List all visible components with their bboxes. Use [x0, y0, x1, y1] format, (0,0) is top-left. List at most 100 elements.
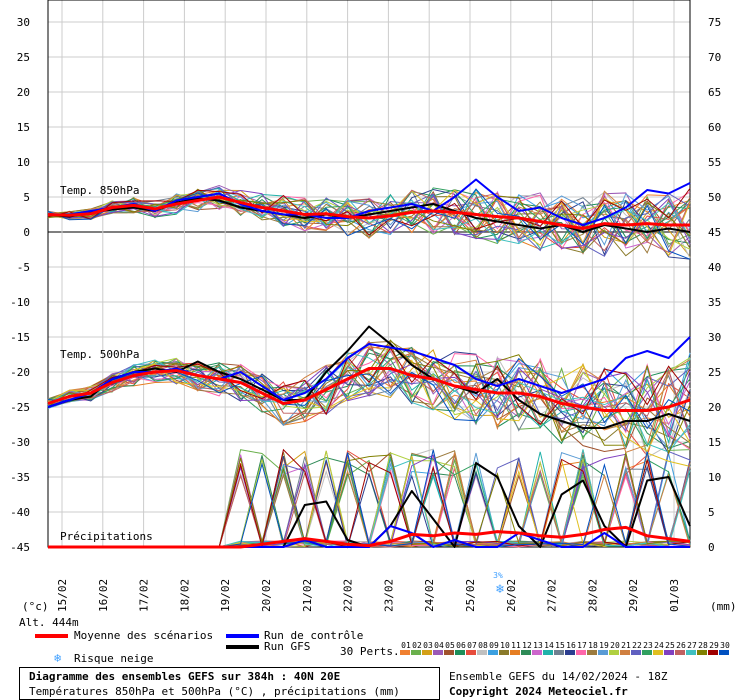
- pert-line-29: [47, 347, 691, 426]
- pert-color-chip: [642, 650, 652, 655]
- pert-number: 04: [434, 641, 444, 650]
- x-tick-label: 19/02: [219, 579, 232, 612]
- x-tick-label: 15/02: [56, 579, 69, 612]
- pert-number: 15: [555, 641, 565, 650]
- pert-color-chip: [400, 650, 410, 655]
- pert-number: 29: [709, 641, 719, 650]
- series-labels: Temp. 850hPa Temp. 500hPa Précipitations 3%…: [60, 184, 504, 597]
- series-t500-mean: [47, 367, 691, 412]
- right-tick-label: 0: [708, 541, 715, 554]
- left-tick-label: 30: [17, 16, 30, 29]
- pert-number: 07: [467, 641, 477, 650]
- left-tick-label: -30: [10, 436, 30, 449]
- pert-number: 27: [687, 641, 697, 650]
- left-tick-label: 15: [17, 121, 30, 134]
- pert-color-chip: [499, 650, 509, 655]
- left-tick-label: -25: [10, 401, 30, 414]
- right-tick-label: 10: [708, 471, 721, 484]
- pert-line-16: [47, 351, 691, 455]
- pert-number: 24: [654, 641, 664, 650]
- series-t850-mean: [47, 195, 690, 230]
- right-tick-label: 55: [708, 156, 721, 169]
- series-label-precip: Précipitations: [60, 530, 153, 543]
- main-series-lines: [47, 178, 691, 549]
- left-tick-label: -10: [10, 296, 30, 309]
- series-label-t850: Temp. 850hPa: [60, 184, 139, 197]
- x-tick-label: 01/03: [668, 579, 681, 612]
- snowflake-icon: ❄: [54, 651, 62, 665]
- pert-number: 28: [698, 641, 708, 650]
- pert-line-28: [47, 188, 691, 245]
- pert-line-13: [47, 358, 691, 426]
- pert-color-chip: [554, 650, 564, 655]
- x-tick-label: 24/02: [423, 579, 436, 612]
- left-tick-label: 10: [17, 156, 30, 169]
- pert-number: 25: [665, 641, 675, 650]
- pert-color-chip: [587, 650, 597, 655]
- pert-color-chip: [664, 650, 674, 655]
- pert-number: 22: [632, 641, 642, 650]
- pert-number: 14: [544, 641, 554, 650]
- pert-color-chip: [697, 650, 707, 655]
- pert-line-14: [47, 349, 691, 449]
- pert-number: 08: [478, 641, 488, 650]
- x-tick-label: 20/02: [260, 579, 273, 612]
- pert-color-chip: [686, 650, 696, 655]
- pert-number: 10: [500, 641, 510, 650]
- pert-color-chip: [444, 650, 454, 655]
- pert-number: 23: [643, 641, 653, 650]
- right-tick-label: 60: [708, 121, 721, 134]
- pert-color-chip: [631, 650, 641, 655]
- perturbation-lines: [47, 184, 691, 549]
- pert-number: 11: [511, 641, 521, 650]
- altitude-label: Alt. 444m: [19, 616, 79, 629]
- x-tick-label: 27/02: [546, 579, 559, 612]
- pert-color-chip: [620, 650, 630, 655]
- snow-risk-icon: ❄: [495, 582, 504, 597]
- right-tick-label: 20: [708, 401, 721, 414]
- pert-number: 06: [456, 641, 466, 650]
- pert-line-12: [47, 346, 691, 449]
- x-tick-label: 16/02: [97, 579, 110, 612]
- pert-color-chip: [510, 650, 520, 655]
- legend-perts-label: 30 Perts.: [340, 645, 400, 658]
- pert-number: 16: [566, 641, 576, 650]
- legend-control-swatch: [226, 634, 259, 638]
- pert-color-chip: [488, 650, 498, 655]
- pert-number: 19: [599, 641, 609, 650]
- right-tick-label: 45: [708, 226, 721, 239]
- pert-line-23: [47, 358, 691, 448]
- right-tick-label: 25: [708, 366, 721, 379]
- x-tick-label: 29/02: [627, 579, 640, 612]
- left-tick-label: 20: [17, 86, 30, 99]
- pert-number: 05: [445, 641, 455, 650]
- pert-color-chip: [433, 650, 443, 655]
- legend-gfs-label: Run GFS: [264, 640, 311, 653]
- pert-color-chip: [422, 650, 432, 655]
- pert-color-chip: [609, 650, 619, 655]
- right-tick-label: 5: [708, 506, 715, 519]
- left-axis-unit: (°c): [22, 600, 49, 613]
- series-t500-gfs: [47, 325, 691, 429]
- pert-line-21: [47, 352, 691, 453]
- chart-title-box: [19, 667, 440, 700]
- left-tick-label: -35: [10, 471, 30, 484]
- x-tick-label: 25/02: [464, 579, 477, 612]
- pert-color-chip: [521, 650, 531, 655]
- pert-color-chip: [653, 650, 663, 655]
- x-tick-label: 22/02: [342, 579, 355, 612]
- pert-number: 21: [621, 641, 631, 650]
- x-tick-label: 23/02: [382, 579, 395, 612]
- pert-number: 03: [423, 641, 433, 650]
- pert-color-chip: [411, 650, 421, 655]
- pert-line-17: [47, 349, 691, 450]
- left-tick-label: 25: [17, 51, 30, 64]
- right-tick-label: 70: [708, 51, 721, 64]
- pert-line-17: [47, 190, 691, 251]
- pert-color-chip: [598, 650, 608, 655]
- chart-subtitle: Températures 850hPa et 500hPa (°C) , pré…: [29, 685, 400, 698]
- left-tick-label: -40: [10, 506, 30, 519]
- right-tick-label: 50: [708, 191, 721, 204]
